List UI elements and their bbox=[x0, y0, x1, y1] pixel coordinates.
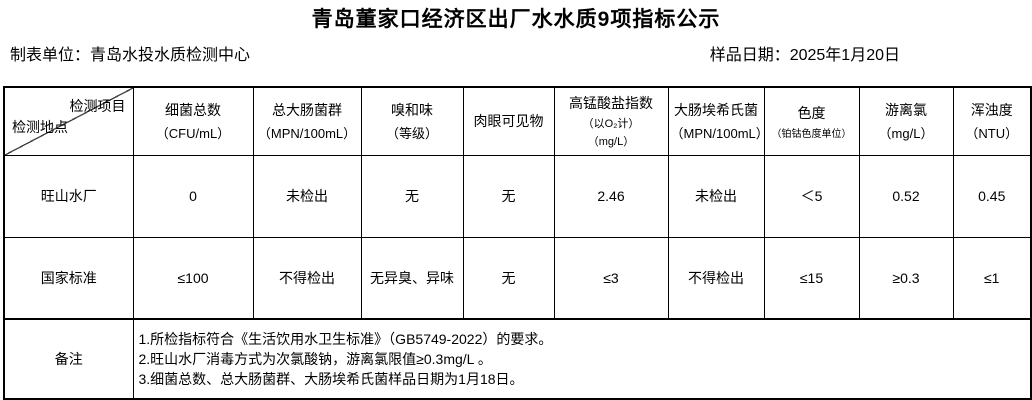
table-header-row: 检测项目 检测地点 细菌总数 （CFU/mL） 总大肠菌群 （MPN/100mL… bbox=[3, 86, 1032, 156]
data-cell: 0.52 bbox=[858, 154, 954, 238]
remark-label: 备注 bbox=[3, 318, 134, 400]
column-header-turbidity: 浑浊度 （NTU） bbox=[952, 86, 1032, 156]
corner-label-location: 检测地点 bbox=[12, 118, 68, 135]
data-cell: ≥0.3 bbox=[858, 236, 954, 320]
data-cell: ≤1 bbox=[952, 236, 1032, 320]
data-cell: ＜5 bbox=[763, 154, 860, 238]
data-cell: 无 bbox=[360, 154, 464, 238]
water-quality-table: 检测项目 检测地点 细菌总数 （CFU/mL） 总大肠菌群 （MPN/100mL… bbox=[3, 86, 1032, 400]
page-title: 青岛董家口经济区出厂水水质9项指标公示 bbox=[311, 8, 721, 31]
remark-line: 2.旺山水厂消毒方式为次氯酸钠，游离氯限值≥0.3mg/L 。 bbox=[138, 351, 492, 367]
data-cell: 0 bbox=[132, 154, 254, 238]
column-header-color: 色度 （铂钴色度单位） bbox=[763, 86, 860, 156]
data-cell: 未检出 bbox=[667, 154, 765, 238]
remark-line: 3.细菌总数、总大肠菌群、大肠埃希氏菌样品日期为1月18日。 bbox=[138, 371, 524, 387]
sample-date-label: 样品日期：2025年1月20日 bbox=[709, 47, 900, 64]
data-cell: ≤3 bbox=[553, 236, 669, 320]
meta-row: 制表单位：青岛水投水质检测中心 样品日期：2025年1月20日 bbox=[0, 46, 1032, 66]
row-label: 旺山水厂 bbox=[3, 154, 134, 238]
corner-label-items: 检测项目 bbox=[69, 98, 126, 114]
corner-header-cell: 检测项目 检测地点 bbox=[3, 86, 134, 156]
data-cell: 不得检出 bbox=[667, 236, 765, 320]
data-cell: 0.45 bbox=[952, 154, 1032, 238]
data-cell: ≤100 bbox=[132, 236, 254, 320]
column-header-visible-matter: 肉眼可见物 bbox=[462, 86, 555, 156]
data-cell: 不得检出 bbox=[252, 236, 362, 320]
table-row-remarks: 备注 1.所检指标符合《生活饮用水卫生标准》（GB5749-2022）的要求。 … bbox=[3, 318, 1032, 400]
column-header-bacteria-count: 细菌总数 （CFU/mL） bbox=[132, 86, 254, 156]
data-cell: 无 bbox=[462, 236, 555, 320]
remark-content: 1.所检指标符合《生活饮用水卫生标准》（GB5749-2022）的要求。 2.旺… bbox=[132, 318, 1032, 400]
data-cell: 未检出 bbox=[252, 154, 362, 238]
row-label: 国家标准 bbox=[3, 236, 134, 320]
table-row-national-standard: 国家标准 ≤100 不得检出 无异臭、异味 无 ≤3 不得检出 ≤15 ≥0.3… bbox=[3, 236, 1032, 320]
data-cell: 无 bbox=[462, 154, 555, 238]
data-cell: ≤15 bbox=[763, 236, 860, 320]
table-row-wangshan-plant: 旺山水厂 0 未检出 无 无 2.46 未检出 ＜5 0.52 0.45 bbox=[3, 154, 1032, 238]
column-header-odor-taste: 嗅和味 （等级） bbox=[360, 86, 464, 156]
column-header-permanganate-index: 高锰酸盐指数 （以O₂计） （mg/L） bbox=[553, 86, 669, 156]
prepared-by-label: 制表单位：青岛水投水质检测中心 bbox=[10, 47, 251, 64]
column-header-total-coliform: 总大肠菌群 （MPN/100mL） bbox=[252, 86, 362, 156]
data-cell: 无异臭、异味 bbox=[360, 236, 464, 320]
data-cell: 2.46 bbox=[553, 154, 669, 238]
column-header-free-chlorine: 游离氯 （mg/L） bbox=[858, 86, 954, 156]
column-header-ecoli: 大肠埃希氏菌 （MPN/100mL） bbox=[667, 86, 765, 156]
remark-line: 1.所检指标符合《生活饮用水卫生标准》（GB5749-2022）的要求。 bbox=[138, 331, 553, 347]
